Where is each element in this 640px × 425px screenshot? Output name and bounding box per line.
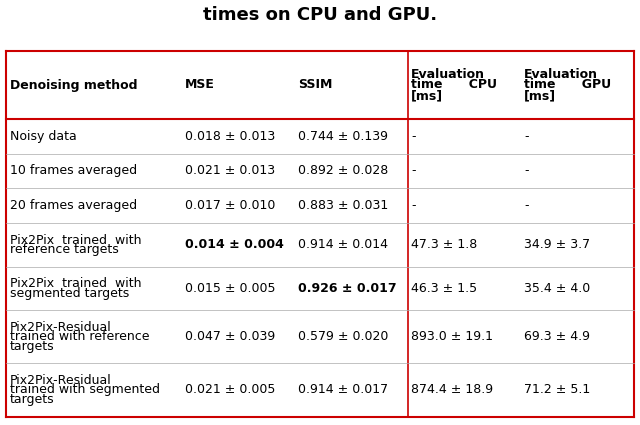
Text: 0.926 ± 0.017: 0.926 ± 0.017 <box>298 282 397 295</box>
Text: reference targets: reference targets <box>10 243 118 256</box>
Text: Evaluation: Evaluation <box>524 68 598 81</box>
Text: 46.3 ± 1.5: 46.3 ± 1.5 <box>411 282 477 295</box>
Text: Pix2Pix  trained  with: Pix2Pix trained with <box>10 278 141 290</box>
Text: 893.0 ± 19.1: 893.0 ± 19.1 <box>411 330 493 343</box>
Text: 0.021 ± 0.005: 0.021 ± 0.005 <box>185 383 276 397</box>
Text: time      GPU: time GPU <box>524 79 611 91</box>
Text: 71.2 ± 5.1: 71.2 ± 5.1 <box>524 383 590 397</box>
Text: 34.9 ± 3.7: 34.9 ± 3.7 <box>524 238 590 251</box>
Text: 0.914 ± 0.014: 0.914 ± 0.014 <box>298 238 388 251</box>
Text: MSE: MSE <box>185 79 215 91</box>
Text: 20 frames averaged: 20 frames averaged <box>10 199 137 212</box>
Text: -: - <box>411 164 415 177</box>
Text: -: - <box>411 130 415 143</box>
Text: 874.4 ± 18.9: 874.4 ± 18.9 <box>411 383 493 397</box>
Text: -: - <box>524 130 529 143</box>
Text: times on CPU and GPU.: times on CPU and GPU. <box>203 6 437 24</box>
Text: Pix2Pix  trained  with: Pix2Pix trained with <box>10 233 141 246</box>
Text: 0.015 ± 0.005: 0.015 ± 0.005 <box>185 282 276 295</box>
Text: 69.3 ± 4.9: 69.3 ± 4.9 <box>524 330 590 343</box>
Text: -: - <box>524 164 529 177</box>
Text: 35.4 ± 4.0: 35.4 ± 4.0 <box>524 282 590 295</box>
Text: trained with reference: trained with reference <box>10 330 149 343</box>
Text: segmented targets: segmented targets <box>10 287 129 300</box>
Text: 0.014 ± 0.004: 0.014 ± 0.004 <box>185 238 284 251</box>
Text: Noisy data: Noisy data <box>10 130 76 143</box>
Text: -: - <box>524 199 529 212</box>
Text: [ms]: [ms] <box>524 89 556 102</box>
Text: targets: targets <box>10 340 54 353</box>
Text: 47.3 ± 1.8: 47.3 ± 1.8 <box>411 238 477 251</box>
Text: 0.017 ± 0.010: 0.017 ± 0.010 <box>185 199 276 212</box>
Text: 0.021 ± 0.013: 0.021 ± 0.013 <box>185 164 275 177</box>
Text: SSIM: SSIM <box>298 79 333 91</box>
Text: 10 frames averaged: 10 frames averaged <box>10 164 137 177</box>
Text: 0.744 ± 0.139: 0.744 ± 0.139 <box>298 130 388 143</box>
Text: -: - <box>411 199 415 212</box>
Text: 0.883 ± 0.031: 0.883 ± 0.031 <box>298 199 388 212</box>
Text: 0.892 ± 0.028: 0.892 ± 0.028 <box>298 164 388 177</box>
Text: 0.047 ± 0.039: 0.047 ± 0.039 <box>185 330 275 343</box>
Text: [ms]: [ms] <box>411 89 443 102</box>
Text: trained with segmented: trained with segmented <box>10 383 159 397</box>
Text: Pix2Pix-Residual: Pix2Pix-Residual <box>10 374 111 387</box>
Text: Denoising method: Denoising method <box>10 79 137 91</box>
Text: 0.579 ± 0.020: 0.579 ± 0.020 <box>298 330 388 343</box>
Text: 0.018 ± 0.013: 0.018 ± 0.013 <box>185 130 275 143</box>
Text: Evaluation: Evaluation <box>411 68 485 81</box>
Text: time      CPU: time CPU <box>411 79 497 91</box>
Text: targets: targets <box>10 393 54 406</box>
Text: 0.914 ± 0.017: 0.914 ± 0.017 <box>298 383 388 397</box>
Text: Pix2Pix-Residual: Pix2Pix-Residual <box>10 321 111 334</box>
